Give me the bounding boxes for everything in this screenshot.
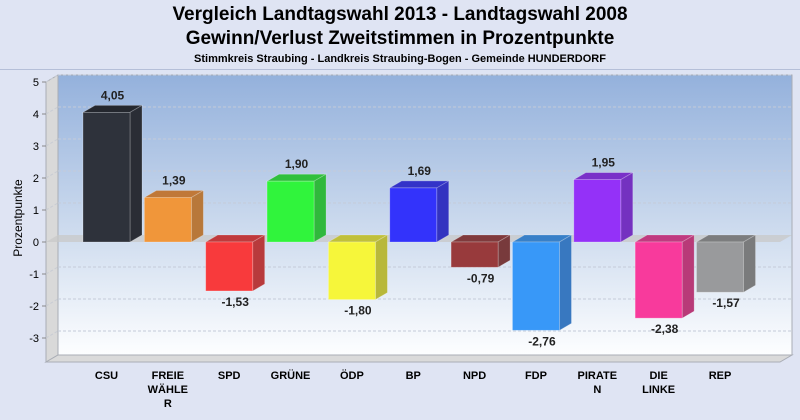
gridline-side [45, 330, 59, 339]
x-tick-label-line: BP [406, 370, 421, 382]
x-tick-label-line: NPD [463, 370, 486, 382]
x-tick-label: FREIE WÄHLE R [148, 370, 188, 410]
y-tick-label: 2 [33, 173, 39, 185]
bar-front-face [143, 197, 192, 243]
bar-npd [449, 234, 512, 268]
y-tick-label: 0 [33, 237, 39, 249]
bar-side-face [313, 173, 327, 243]
gridline-side [45, 298, 59, 307]
data-label: 1,69 [408, 164, 432, 178]
bar-grüne [265, 173, 328, 243]
y-tick-label: 5 [33, 77, 39, 89]
x-tick-label-line: PIRATE [578, 370, 618, 382]
data-label: -1,57 [712, 296, 740, 310]
x-tick-label: BP [406, 370, 421, 382]
x-tick-label-line: DIE [649, 370, 667, 382]
gridline-side [45, 106, 59, 115]
x-tick-label: ÖDP [340, 369, 364, 382]
bar-side-face [681, 234, 695, 319]
bar-side-face [436, 180, 450, 243]
x-tick-label-line: N [593, 384, 601, 396]
bar-front-face [634, 241, 683, 319]
bar-front-face [82, 112, 131, 243]
bar-side-face [252, 234, 266, 292]
x-tick-label: CSU [95, 370, 118, 382]
bar-side-face [374, 234, 388, 301]
chart-subtitle: Gewinn/Verlust Zweitstimmen in Prozentpu… [185, 28, 615, 49]
chart-title: Vergleich Landtagswahl 2013 - Landtagswa… [172, 4, 628, 25]
bar-front-face [573, 179, 622, 243]
data-label: 4,05 [101, 88, 125, 102]
x-tick-label: SPD [218, 370, 241, 382]
bar-die-linke [633, 234, 696, 319]
data-label: -0,79 [467, 271, 495, 285]
bar-ödp [326, 234, 389, 301]
bar-side-face [129, 104, 143, 243]
gridline-side [45, 170, 59, 179]
bar-bp [388, 180, 451, 243]
bar-rep [695, 234, 757, 293]
data-label: -1,53 [222, 295, 250, 309]
x-tick-label: REP [709, 370, 732, 382]
bar-fdp [510, 234, 573, 332]
gridline-side [45, 74, 59, 83]
x-tick-label: FDP [525, 370, 547, 382]
bar-front-face [266, 180, 315, 243]
bar-front-face [450, 241, 499, 268]
x-tick-label-line: ÖDP [340, 369, 364, 382]
x-tick-label: PIRATE N [578, 370, 618, 396]
x-tick-label-line: LINKE [642, 384, 675, 396]
bar-csu [81, 104, 144, 243]
plot-side-wall [45, 74, 59, 363]
x-tick-label-line: GRÜNE [271, 369, 311, 382]
y-tick-label: 4 [33, 109, 39, 121]
plot-floor [44, 354, 794, 363]
x-tick-label-line: SPD [218, 370, 241, 382]
bar-side-face [559, 234, 572, 332]
data-label: 1,39 [162, 174, 186, 188]
bar-front-face [389, 187, 438, 243]
x-tick-label-line: REP [709, 370, 732, 382]
data-label: -2,38 [651, 322, 679, 336]
header-divider [0, 69, 800, 70]
y-tick-label: -2 [29, 301, 39, 313]
bar-side-face [190, 189, 204, 243]
bar-front-face [205, 241, 254, 292]
x-tick-label-line: CSU [95, 370, 118, 382]
y-tick-label: -1 [29, 269, 39, 281]
x-tick-label-line: FDP [525, 370, 547, 382]
x-tick-label-line: WÄHLE [148, 383, 188, 396]
bar-spd [204, 234, 267, 292]
x-tick-label: NPD [463, 370, 486, 382]
bar-front-face [327, 241, 376, 300]
bar-front-face [696, 241, 744, 293]
y-tick-label: -3 [29, 333, 39, 345]
data-label: 1,90 [285, 157, 309, 171]
y-axis-label: Prozentpunkte [11, 179, 25, 257]
data-label: -2,76 [528, 334, 556, 348]
chart-subtitle-location: Stimmkreis Straubing - Landkreis Straubi… [194, 53, 606, 65]
bar-freie-wähler [142, 189, 205, 243]
bar-piraten [572, 171, 635, 243]
y-tick-label: 1 [33, 205, 39, 217]
gridline-side [45, 138, 59, 147]
x-tick-label: GRÜNE [271, 369, 311, 382]
x-tick-label-line: R [164, 398, 172, 410]
bar-side-face [620, 171, 634, 243]
gridline-side [45, 266, 59, 275]
bar-side-face [743, 234, 756, 293]
data-label: -1,80 [344, 304, 372, 318]
gridline-side [45, 202, 59, 211]
x-tick-label-line: FREIE [152, 370, 184, 382]
x-tick-label: DIE LINKE [642, 370, 675, 396]
bar-front-face [512, 241, 560, 331]
data-label: 1,95 [592, 156, 616, 170]
y-tick-label: 3 [33, 141, 39, 153]
